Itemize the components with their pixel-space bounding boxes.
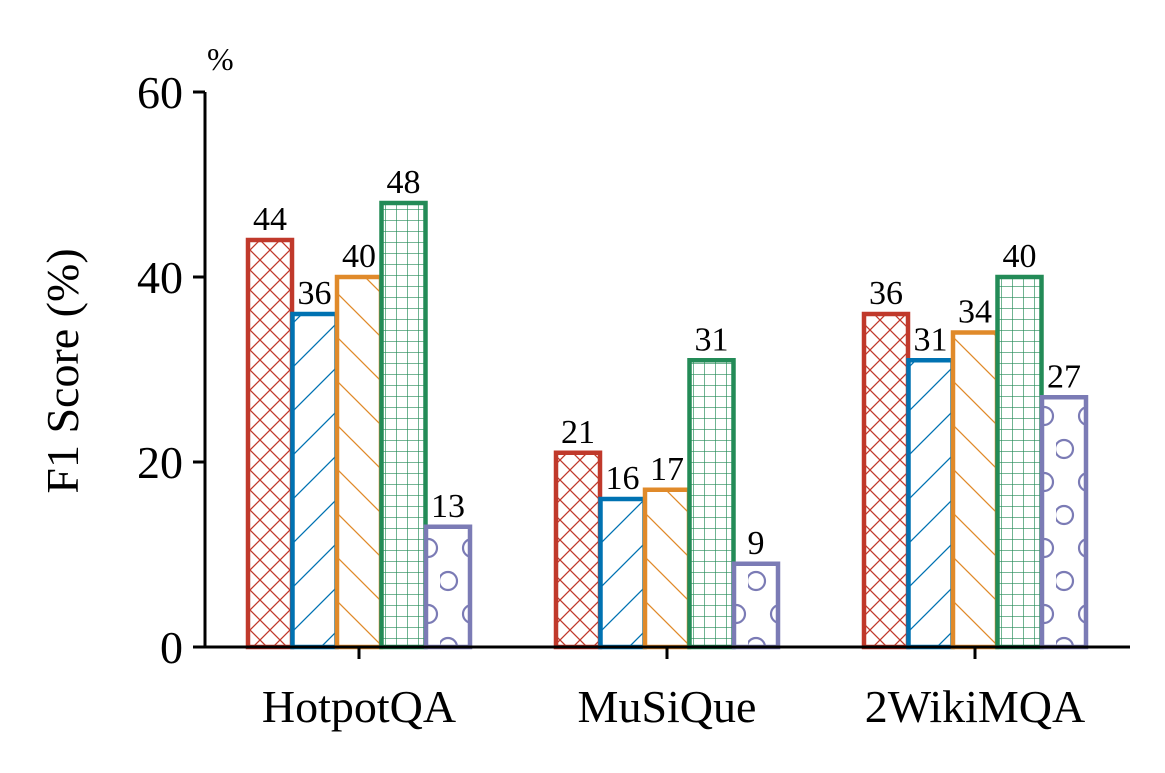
data-label-musique-series-4: 31 (695, 321, 729, 358)
data-label-2wikimqa-series-3: 34 (958, 294, 992, 331)
data-label-hotpotqa-series-5: 13 (431, 488, 465, 525)
bar-2wikimqa-series-2 (906, 358, 955, 650)
bars-layer (245, 200, 1089, 650)
data-label-hotpotqa-series-3: 40 (342, 238, 376, 275)
bar-musique-series-2 (598, 496, 647, 650)
data-label-hotpotqa-series-2: 36 (298, 275, 332, 312)
bar-2wikimqa-series-4 (995, 274, 1044, 650)
x-tick-label-musique: MuSiQue (578, 681, 757, 732)
bar-musique-series-1 (553, 450, 603, 650)
bar-2wikimqa-series-3 (950, 330, 1000, 650)
data-label-musique-series-2: 16 (606, 460, 640, 497)
y-tick-label-40: 40 (137, 252, 183, 303)
bar-hotpotqa-series-4 (379, 200, 428, 650)
bar-musique-series-4 (687, 358, 736, 650)
bar-hotpotqa-series-5 (423, 524, 473, 650)
data-label-2wikimqa-series-4: 40 (1003, 238, 1037, 275)
y-axis-title: F1 Score (%) (37, 248, 88, 493)
bar-musique-series-3 (642, 487, 692, 650)
axes-layer: 0 20 40 60 HotpotQA MuSiQue 2WikiMQA (137, 67, 1130, 732)
bar-hotpotqa-series-3 (334, 274, 384, 650)
x-tick-label-hotpotqa: HotpotQA (262, 681, 456, 732)
bar-hotpotqa-series-2 (290, 311, 339, 650)
data-label-musique-series-3: 17 (650, 451, 684, 488)
data-label-2wikimqa-series-5: 27 (1047, 358, 1081, 395)
y-axis-unit-label: % (207, 41, 234, 77)
data-label-hotpotqa-series-1: 44 (253, 201, 287, 238)
y-tick-label-0: 0 (160, 622, 183, 673)
data-labels-layer: 44 21 36 36 16 31 40 17 34 48 31 40 13 9 27 (253, 164, 1081, 562)
data-label-2wikimqa-series-1: 36 (869, 275, 903, 312)
y-tick-label-60: 60 (137, 67, 183, 118)
bar-2wikimqa-series-1 (861, 311, 911, 650)
bar-2wikimqa-series-5 (1039, 395, 1089, 650)
bar-musique-series-5 (731, 561, 781, 650)
y-tick-label-20: 20 (137, 437, 183, 488)
data-label-musique-series-5: 9 (748, 525, 765, 562)
data-label-hotpotqa-series-4: 48 (387, 164, 421, 201)
data-label-2wikimqa-series-2: 31 (914, 321, 948, 358)
bar-hotpotqa-series-1 (245, 237, 295, 650)
x-tick-label-2wikimqa: 2WikiMQA (865, 681, 1085, 732)
data-label-musique-series-1: 21 (561, 414, 595, 451)
